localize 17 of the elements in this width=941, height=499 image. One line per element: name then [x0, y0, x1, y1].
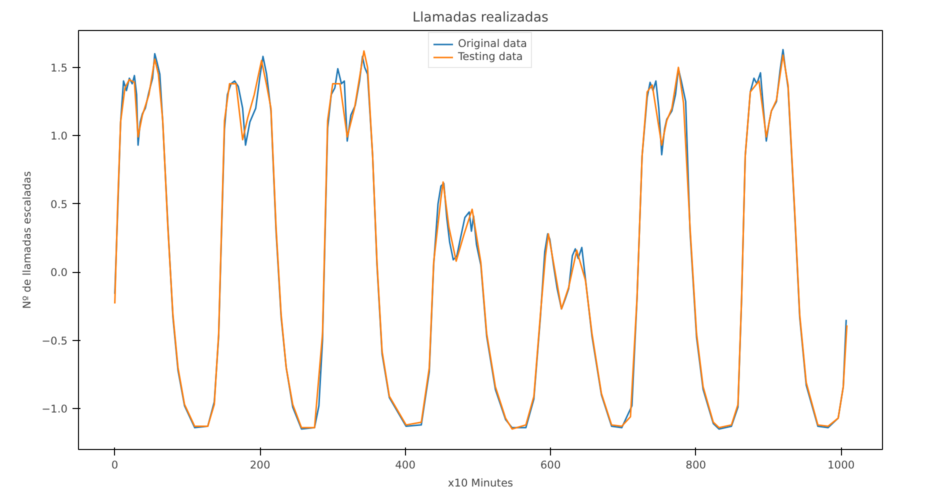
x-tick-label: 600	[540, 458, 561, 472]
x-tick-label: 400	[395, 458, 416, 472]
x-axis-title: x10 Minutes	[448, 476, 514, 490]
y-axis-title: Nº de llamadas escaladas	[20, 170, 34, 309]
y-tick-label: −1.0	[42, 402, 68, 416]
y-tick-label: 0.5	[50, 198, 68, 211]
y-tick-label: 1.5	[50, 61, 68, 74]
x-tick-label: 0	[111, 458, 118, 472]
x-tick-label: 800	[686, 458, 706, 472]
legend-label: Testing data	[458, 50, 523, 63]
x-tick-label: 200	[250, 458, 270, 472]
x-tick-label: 1000	[828, 458, 855, 472]
y-tick-label: 1.0	[50, 130, 68, 143]
y-tick-label: 0.0	[50, 266, 68, 280]
y-tick-label: −0.5	[42, 334, 68, 348]
legend-label: Original data	[458, 37, 528, 50]
chart-title: Llamadas realizadas	[412, 10, 549, 26]
